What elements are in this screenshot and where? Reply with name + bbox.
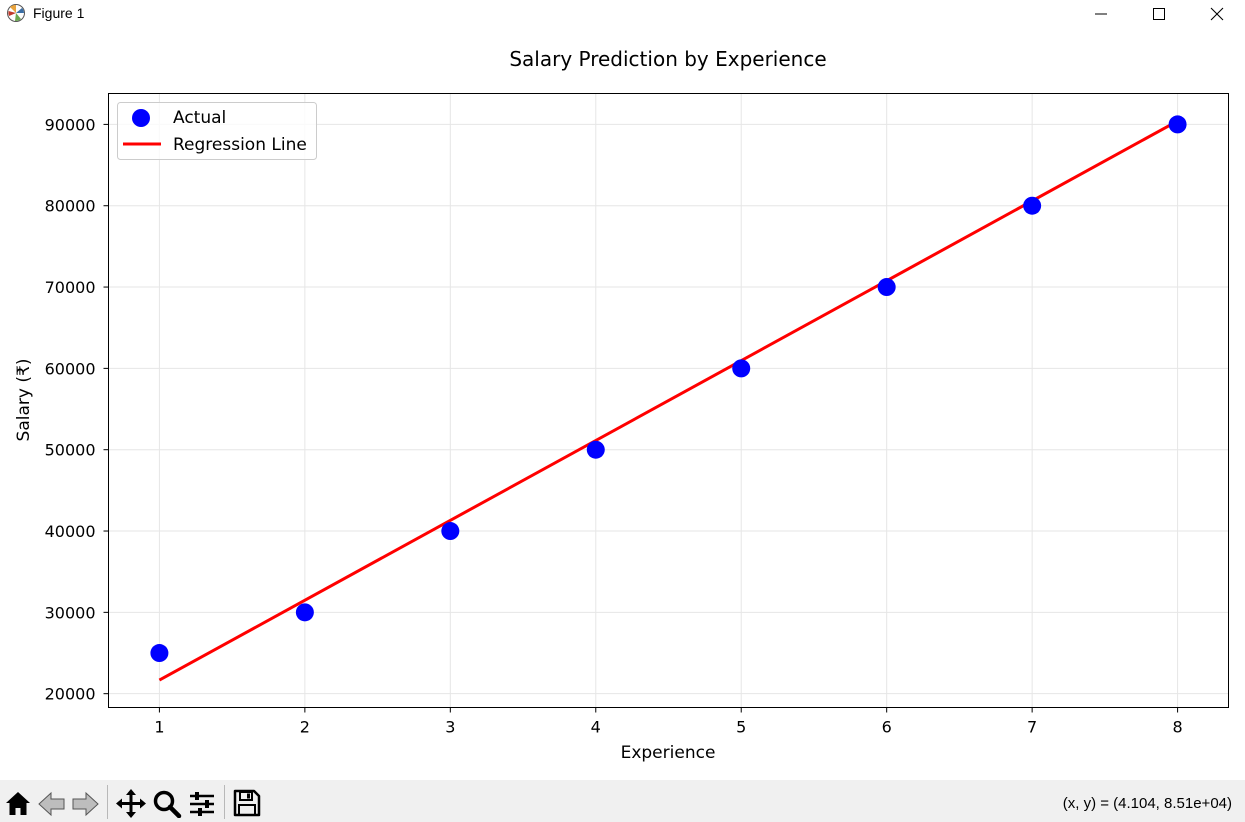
y-tick-label: 30000 [45,603,96,622]
subplots-config-button[interactable] [187,788,217,818]
minimize-button[interactable] [1072,0,1130,28]
pan-button[interactable] [116,788,146,818]
y-tick-label: 50000 [45,441,96,460]
forward-button[interactable] [70,788,100,818]
x-tick-label: 5 [736,718,746,737]
toolbar-separator [224,785,225,819]
maximize-button[interactable] [1130,0,1188,28]
y-tick-label: 40000 [45,522,96,541]
legend-box [117,102,317,160]
window-title: Figure 1 [33,5,85,21]
chart: 1 2 3 4 5 6 7 8 20000 30000 40000 50000 60000 70000 80… [14,47,1229,763]
x-tick-label: 4 [591,718,601,737]
x-axis-label: Experience [621,743,716,763]
y-tick-label: 70000 [45,278,96,297]
legend-actual-marker [132,109,150,127]
home-icon [6,792,30,815]
cursor-coordinates: (x, y) = (4.104, 8.51e+04) [1062,795,1232,812]
actual-data-point [441,522,460,541]
back-button[interactable] [37,788,67,818]
home-button[interactable] [3,788,33,818]
x-tick-label: 3 [445,718,455,737]
axes-frame [108,93,1229,708]
back-arrow-icon [38,791,65,817]
close-icon [1210,7,1224,21]
y-tick-label: 80000 [45,197,96,216]
x-tick-label: 1 [154,718,164,737]
maximize-icon [1153,8,1165,20]
actual-data-point [732,359,751,378]
actual-data-point [295,603,314,622]
close-button[interactable] [1188,0,1245,28]
save-icon [233,789,261,817]
grid-lines [108,93,1229,708]
actual-data-point [1168,115,1187,134]
legend-regression-line-label: Regression Line [173,135,307,155]
navigation-toolbar: (x, y) = (4.104, 8.51e+04) [0,780,1245,822]
regression-line [158,119,1179,682]
actual-data-point [1023,196,1042,215]
title-bar: Figure 1 [0,0,1245,28]
save-button[interactable] [232,788,262,818]
forward-arrow-icon [72,791,99,817]
legend-actual-label: Actual [173,108,226,128]
x-tick-label: 6 [882,718,892,737]
y-tick-label: 20000 [45,685,96,704]
legend: Actual Regression Line [117,102,317,160]
zoom-button[interactable] [152,788,182,818]
actual-data-point [150,644,169,663]
x-tick-label: 2 [300,718,310,737]
pan-icon [116,789,146,818]
minimize-icon [1095,13,1107,15]
chart-title: Salary Prediction by Experience [509,47,826,71]
matplotlib-logo-icon[interactable] [6,3,26,23]
data-series [150,115,1187,682]
y-tick-label: 90000 [45,115,96,134]
actual-data-point [877,278,896,297]
x-tick-label: 8 [1172,718,1182,737]
zoom-icon [153,790,182,818]
subplots-config-icon [190,792,214,816]
y-tick-label: 60000 [45,359,96,378]
actual-data-point [586,440,605,459]
toolbar-separator [107,785,108,819]
axis-ticks: 1 2 3 4 5 6 7 8 20000 30000 40000 50000 60000 70000 80… [45,115,1183,736]
y-axis-label: Salary (₹) [14,359,34,442]
figure-canvas[interactable]: 1 2 3 4 5 6 7 8 20000 30000 40000 50000 60000 70000 80… [0,28,1245,780]
x-tick-label: 7 [1027,718,1037,737]
